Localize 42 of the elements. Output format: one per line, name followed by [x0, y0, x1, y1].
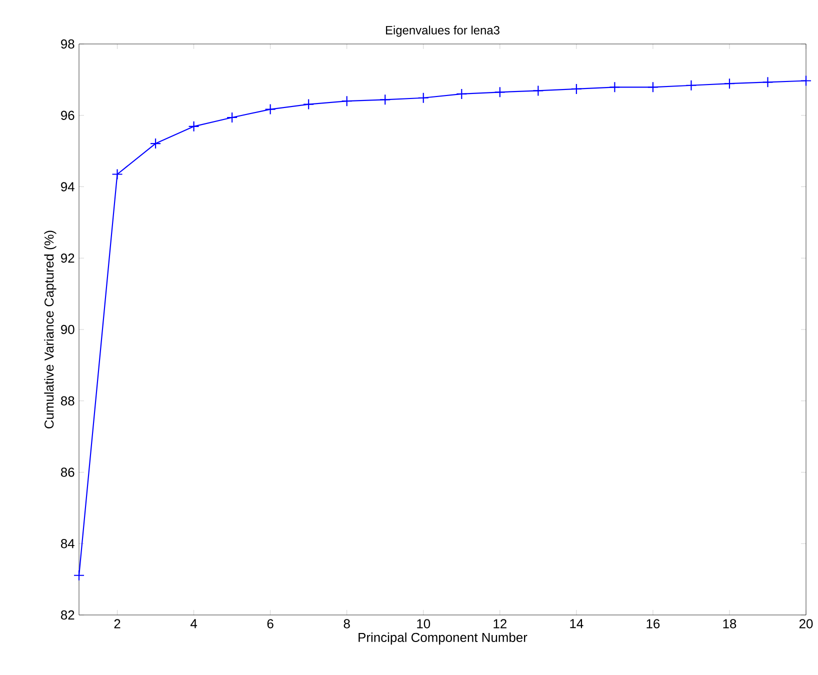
- x-tick-label: 20: [799, 619, 813, 628]
- point: [380, 94, 391, 106]
- point: [494, 86, 506, 98]
- x-tick-label: 2: [114, 619, 120, 628]
- point: [609, 82, 620, 93]
- y-tick-label: 96: [61, 110, 74, 120]
- point: [73, 570, 85, 581]
- x-axis-title: Principal Component Number: [358, 632, 528, 645]
- x-tick-label: 6: [267, 619, 274, 628]
- point: [188, 120, 200, 132]
- y-tick-label: 94: [61, 182, 74, 192]
- y-tick-label: 98: [61, 39, 74, 49]
- point: [341, 96, 352, 107]
- point: [686, 80, 697, 91]
- point: [800, 75, 812, 86]
- x-tick-label: 10: [417, 619, 430, 628]
- x-tick-label: 8: [344, 619, 350, 628]
- y-tick-label: 82: [60, 610, 74, 620]
- point: [456, 88, 468, 100]
- y-tick-label: 86: [60, 468, 74, 477]
- x-tick-label: 12: [494, 619, 506, 628]
- point: [762, 76, 774, 88]
- point: [150, 138, 162, 150]
- point: [570, 83, 582, 94]
- point: [532, 85, 544, 96]
- y-axis-title: Cumulative Variance Captured (%): [44, 230, 56, 428]
- point: [724, 78, 736, 90]
- chart-title: Eigenvalues for lena3: [386, 26, 500, 37]
- x-tick-label: 18: [723, 619, 736, 628]
- x-tick-label: 14: [570, 619, 584, 628]
- point: [264, 104, 276, 115]
- x-tick-label: 4: [190, 619, 198, 628]
- y-tick-label: 84: [60, 539, 74, 548]
- y-tick-label: 88: [60, 396, 74, 406]
- point: [418, 92, 429, 104]
- point: [647, 82, 659, 93]
- y-tick-label: 90: [61, 324, 74, 334]
- point: [112, 168, 123, 180]
- point: [303, 98, 314, 110]
- point: [226, 112, 238, 124]
- x-tick-label: 16: [646, 619, 660, 628]
- y-tick-label: 92: [61, 254, 74, 263]
